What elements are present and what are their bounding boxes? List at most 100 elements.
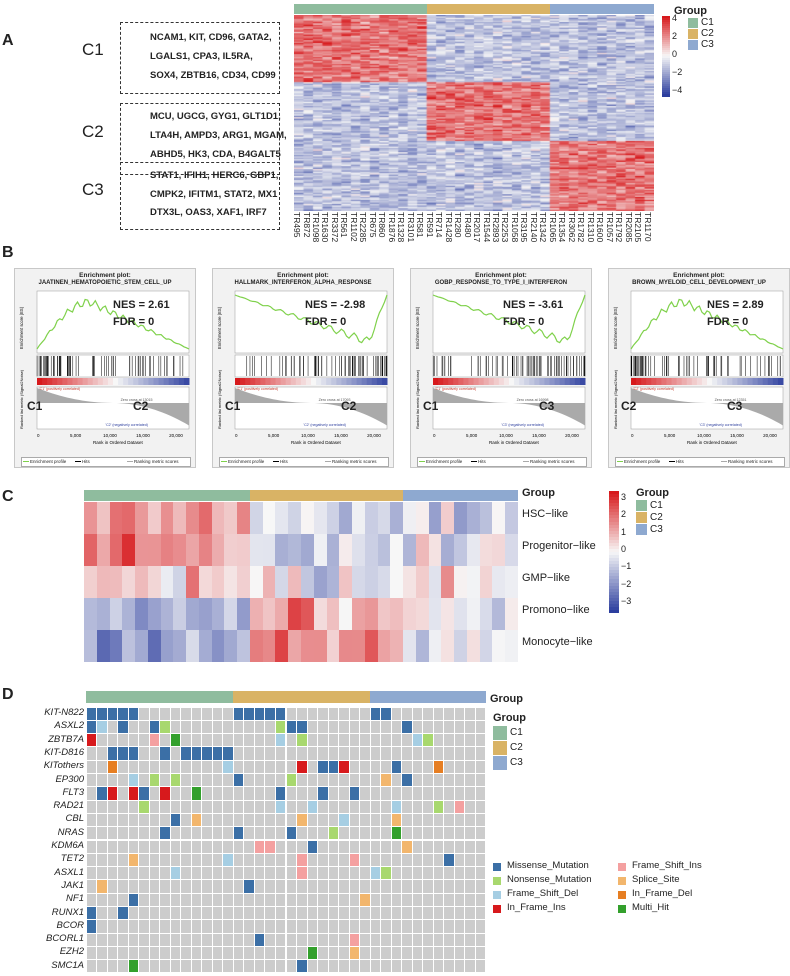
- colorbar-step: [662, 62, 670, 65]
- heatmap-cell: [428, 502, 442, 535]
- es-curve: [36, 298, 190, 350]
- gsea-legend-key: [325, 461, 331, 462]
- empty-cell: [170, 946, 181, 960]
- colorbar-step: [662, 88, 670, 91]
- empty-cell: [233, 787, 244, 800]
- heatmap-cell: [288, 598, 302, 631]
- mutation-cell: [275, 734, 286, 747]
- empty-cell: [465, 827, 475, 840]
- legend-a-title: Group: [674, 5, 707, 17]
- legend-a-groups: C1 C2 C3: [688, 17, 748, 58]
- empty-cell: [107, 774, 118, 787]
- colorbar-step: [609, 512, 619, 516]
- empty-cell: [233, 840, 244, 853]
- empty-cell: [275, 907, 286, 920]
- colorbar-step: [609, 539, 619, 544]
- heatmap-cell: [428, 534, 442, 567]
- gene-label: TET2: [60, 853, 84, 865]
- empty-cell: [402, 707, 412, 720]
- heatmap-cell: [262, 630, 276, 663]
- gsea-geneset-name: JAATINEN_HEMATOPOIETIC_STEM_CELL_UP: [38, 280, 172, 286]
- empty-cell: [128, 827, 139, 840]
- sample-label: TR581: [415, 212, 426, 238]
- mutation-cell: [433, 800, 444, 813]
- gsea-legend-item: Enrichment profile: [228, 459, 265, 464]
- empty-cell: [444, 933, 454, 946]
- rank-gradient-cell: [696, 378, 703, 385]
- heatmap-cell: [211, 502, 225, 535]
- empty-cell: [212, 907, 223, 920]
- empty-cell: [444, 720, 454, 734]
- sample-label: TR1328: [396, 212, 407, 243]
- sample-label: TR2285: [358, 212, 369, 243]
- empty-cell: [381, 840, 391, 853]
- heatmap-cell: [224, 630, 238, 663]
- group-bar-c3: [403, 490, 518, 501]
- empty-cell: [370, 907, 381, 920]
- rank-gradient-cell: [651, 378, 657, 385]
- empty-cell: [191, 893, 202, 906]
- mutation-cell: [160, 787, 170, 800]
- heatmap-cell: [466, 502, 481, 535]
- gsea-geneset-name: GOBP_RESPONSE_TO_TYPE_I_INTERFERON: [434, 280, 568, 286]
- mutation-cell: [297, 734, 307, 747]
- empty-cell: [97, 734, 107, 747]
- gene-label: RUNX1: [51, 906, 84, 918]
- mutation-cell: [423, 734, 433, 747]
- heatmap-cell: [237, 566, 251, 599]
- heatmap-cell: [186, 534, 200, 567]
- empty-cell: [265, 853, 275, 867]
- heatmap-cell: [249, 598, 264, 631]
- empty-cell: [139, 840, 149, 853]
- colorbar-step: [662, 92, 670, 95]
- empty-cell: [412, 946, 423, 960]
- heatmap-cell: [109, 630, 123, 663]
- colorbar-step: [609, 548, 619, 553]
- mutation-legend-label: Multi_Hit: [632, 902, 669, 913]
- mutation-cell: [223, 853, 233, 867]
- empty-cell: [107, 960, 118, 973]
- empty-cell: [107, 893, 118, 906]
- heatmap-cell: [122, 566, 136, 599]
- empty-cell: [433, 933, 444, 946]
- empty-cell: [412, 853, 423, 867]
- nes-value: NES = 2.89: [707, 299, 764, 311]
- empty-cell: [360, 707, 370, 720]
- heatmap-cell: [301, 630, 315, 663]
- mutation-legend-label: Missense_Mutation: [507, 860, 589, 871]
- colorbar-step: [609, 594, 619, 599]
- rank-gradient-cell: [752, 378, 759, 385]
- empty-cell: [181, 707, 191, 720]
- empty-cell: [339, 747, 349, 760]
- gsea-legend-key: [523, 461, 529, 462]
- gsea-legend-item: Enrichment profile: [624, 459, 661, 464]
- empty-cell: [107, 720, 118, 734]
- heatmap-cell: [492, 502, 506, 535]
- mutation-cell: [328, 760, 339, 773]
- gene-label: KIT-D816: [44, 746, 84, 758]
- empty-cell: [86, 867, 97, 880]
- rank-gradient-cell: [473, 378, 480, 385]
- empty-cell: [339, 880, 349, 893]
- empty-cell: [412, 960, 423, 973]
- group-bar-c1: [86, 691, 234, 703]
- empty-cell: [233, 960, 244, 973]
- heatmap-cell: [479, 598, 493, 631]
- empty-cell: [254, 853, 265, 867]
- empty-cell: [349, 867, 360, 880]
- empty-cell: [402, 946, 412, 960]
- empty-cell: [265, 867, 275, 880]
- gene-label: ASXL2: [54, 720, 84, 732]
- empty-cell: [475, 760, 486, 773]
- rank-gradient-cell: [631, 378, 637, 385]
- x-axis-caption: Rank in Ordered Dataset: [93, 440, 144, 445]
- empty-cell: [307, 853, 318, 867]
- rank-gradient-cell: [514, 378, 520, 385]
- panel-d-label: D: [2, 686, 14, 703]
- empty-cell: [381, 933, 391, 946]
- empty-cell: [244, 800, 254, 813]
- empty-cell: [349, 760, 360, 773]
- panel-a-label: A: [2, 32, 14, 49]
- empty-cell: [118, 800, 128, 813]
- colorbar-step: [662, 82, 670, 85]
